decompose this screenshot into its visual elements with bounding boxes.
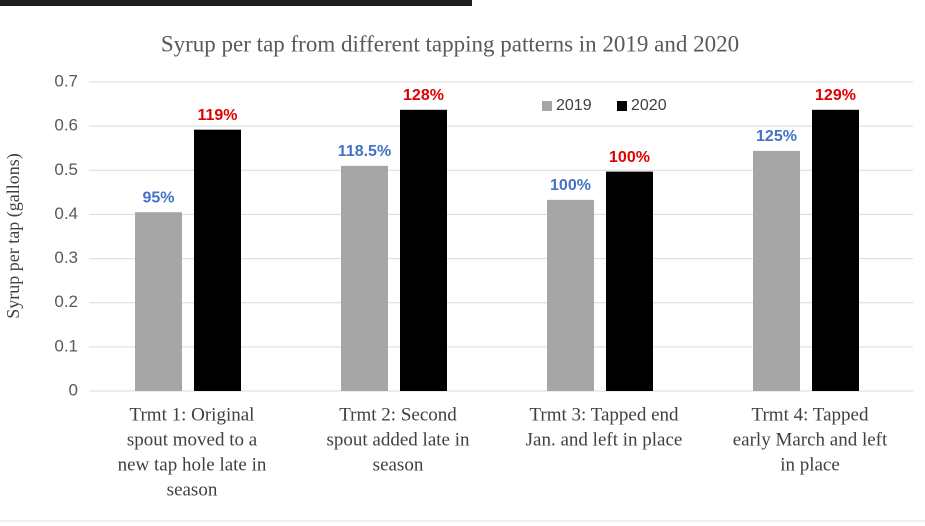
legend-swatch [542, 101, 552, 111]
top-strip [0, 0, 472, 6]
bar-annotation: 129% [815, 87, 856, 104]
bar [606, 171, 653, 391]
bar-annotation: 100% [609, 149, 650, 166]
y-tick-label: 0.1 [54, 336, 78, 355]
bar-annotation: 118.5% [338, 143, 391, 160]
x-tick-label: Trmt 4: Tapped [752, 404, 869, 425]
y-tick-label: 0.7 [54, 71, 78, 90]
x-tick-label: spout moved to a [127, 429, 258, 450]
x-tick-label: in place [780, 454, 840, 475]
y-tick-label: 0 [69, 380, 78, 399]
x-tick-label: early March and left [733, 429, 888, 450]
x-tick-label: Trmt 1: Original [130, 404, 255, 425]
y-tick-label: 0.3 [54, 248, 78, 267]
x-tick-label: new tap hole late in [118, 454, 267, 475]
bar [135, 212, 182, 391]
bar-annotation: 125% [756, 128, 797, 145]
legend-label: 2019 [556, 97, 592, 114]
x-tick-label: Jan. and left in place [526, 429, 683, 450]
bar [547, 199, 594, 391]
legend-label: 2020 [631, 97, 667, 114]
x-tick-label: Trmt 3: Tapped end [529, 404, 679, 425]
bar [753, 150, 800, 391]
x-tick-label: season [373, 454, 424, 475]
y-tick-label: 0.2 [54, 292, 78, 311]
y-tick-label: 0.5 [54, 160, 78, 179]
bar [194, 129, 241, 391]
x-tick-label: season [167, 479, 218, 500]
bar [400, 109, 447, 391]
y-tick-label: 0.6 [54, 116, 78, 135]
bar-annotation: 119% [197, 107, 237, 124]
y-tick-label: 0.4 [54, 204, 78, 223]
bar-annotation: 95% [142, 189, 174, 206]
y-axis-title: Syrup per tap (gallons) [3, 153, 24, 318]
bar [812, 109, 859, 391]
bar [341, 165, 388, 391]
x-tick-label: spout added late in [327, 429, 470, 450]
x-tick-label: Trmt 2: Second [339, 404, 457, 425]
bar-annotation: 128% [403, 87, 444, 104]
chart-title: Syrup per tap from different tapping pat… [161, 31, 739, 56]
bar-annotation: 100% [550, 177, 591, 194]
legend-swatch [617, 101, 627, 111]
